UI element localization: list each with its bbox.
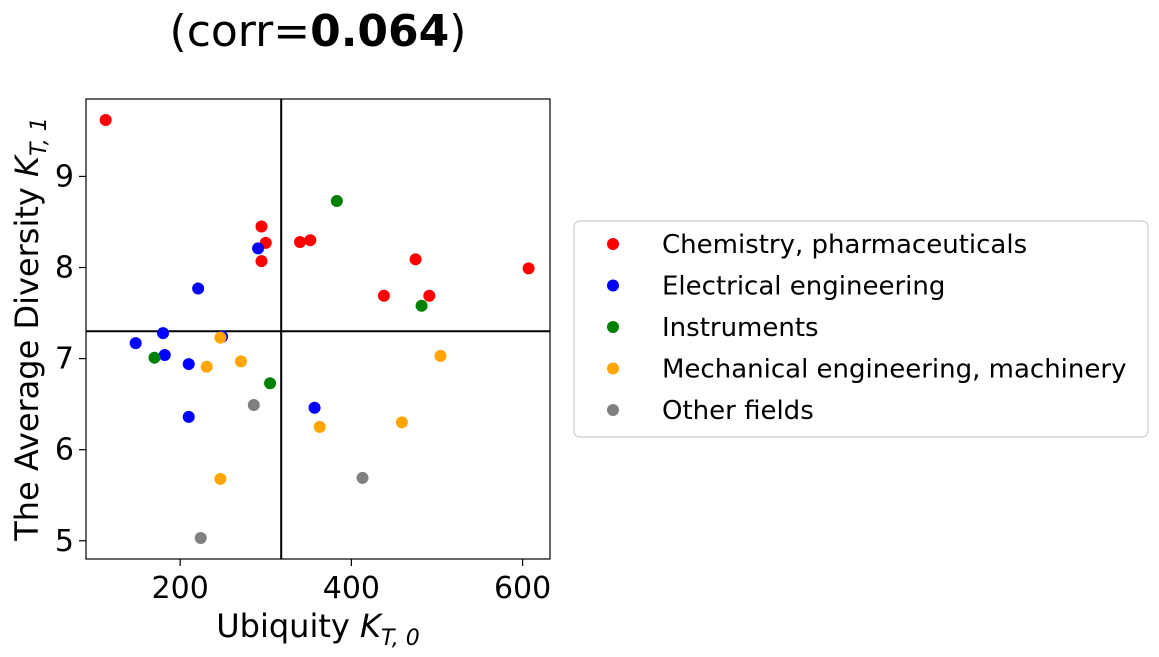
chart-title-prefix: (corr= — [170, 6, 311, 57]
x-tick-label-2: 600 — [494, 571, 551, 606]
data-point-s0-p1 — [255, 220, 268, 233]
legend-frame — [573, 220, 1149, 438]
legend-marker-4 — [607, 404, 619, 416]
x-axis-label-symbol: K — [360, 607, 384, 645]
y-axis-label-text: The Average Diversity — [8, 177, 46, 542]
data-point-s2-p2 — [330, 195, 343, 208]
legend-marker-0 — [607, 238, 619, 250]
y-tick-label-0: 5 — [55, 524, 74, 559]
legend-label-3: Mechanical engineering, machinery — [662, 355, 1126, 385]
y-axis-label: The Average Diversity KT, 1 — [8, 117, 52, 542]
data-point-s2-p0 — [148, 351, 161, 364]
legend-marker-1 — [607, 279, 619, 292]
data-point-s4-p1 — [247, 399, 260, 412]
legend: Chemistry, pharmaceuticals Electrical eng… — [573, 220, 1149, 438]
chart-title-suffix: ) — [449, 6, 466, 57]
data-point-s3-p2 — [214, 472, 227, 485]
data-point-s3-p4 — [313, 420, 326, 433]
data-point-s0-p8 — [423, 289, 436, 302]
legend-label-0: Chemistry, pharmaceuticals — [662, 230, 1027, 260]
x-tick-label-1: 400 — [323, 571, 380, 606]
data-point-s3-p6 — [434, 349, 447, 362]
data-point-s1-p7 — [252, 242, 265, 255]
y-tick-label-3: 8 — [55, 251, 74, 286]
y-axis-label-symbol: K — [8, 153, 46, 177]
legend-marker-3 — [607, 362, 619, 375]
data-point-s1-p2 — [158, 348, 171, 361]
data-point-s1-p1 — [157, 327, 170, 340]
legend-marker-2 — [607, 321, 619, 333]
chart-title-corr-value: 0.064 — [310, 6, 449, 57]
data-point-s0-p5 — [304, 234, 317, 247]
data-point-s1-p8 — [308, 401, 321, 414]
legend-label-4: Other fields — [662, 396, 814, 426]
chart-title: (corr=0.064) — [170, 6, 467, 57]
plot-frame — [85, 98, 551, 560]
data-point-s0-p7 — [409, 253, 422, 266]
data-point-s4-p0 — [194, 532, 207, 545]
y-tick-label-4: 9 — [55, 159, 74, 194]
data-point-s3-p0 — [200, 360, 213, 373]
data-point-s2-p3 — [415, 299, 428, 312]
legend-label-2: Instruments — [662, 313, 819, 343]
plot-area — [85, 98, 551, 560]
data-point-s3-p5 — [395, 416, 408, 429]
data-point-s1-p0 — [129, 337, 142, 350]
data-point-s1-p3 — [182, 358, 195, 371]
data-point-s4-p2 — [356, 471, 369, 484]
y-tick-label-1: 6 — [55, 433, 74, 468]
x-axis-ticks: 200 400 600 — [152, 559, 551, 606]
data-points — [99, 113, 535, 545]
data-point-s0-p3 — [255, 255, 268, 268]
data-point-s3-p3 — [234, 355, 247, 368]
y-axis-ticks: 5 6 7 8 9 — [55, 159, 86, 559]
data-point-s3-p1 — [214, 331, 227, 344]
legend-items: Chemistry, pharmaceuticals Electrical eng… — [607, 230, 1126, 426]
x-axis-label-subscript: T, 0 — [381, 626, 420, 651]
x-tick-label-0: 200 — [152, 571, 209, 606]
y-axis-label-subscript: T, 1 — [27, 117, 52, 156]
legend-label-1: Electrical engineering — [662, 272, 945, 302]
data-point-s0-p9 — [522, 262, 535, 275]
data-point-s2-p1 — [264, 377, 277, 390]
y-tick-label-2: 7 — [55, 342, 74, 377]
x-axis-label: Ubiquity KT, 0 — [216, 607, 420, 651]
data-point-s0-p0 — [99, 113, 112, 126]
data-point-s1-p5 — [192, 282, 205, 295]
data-point-s0-p4 — [294, 236, 307, 249]
x-axis-label-text: Ubiquity — [216, 607, 360, 645]
data-point-s0-p6 — [377, 289, 390, 302]
data-point-s1-p4 — [182, 410, 195, 423]
